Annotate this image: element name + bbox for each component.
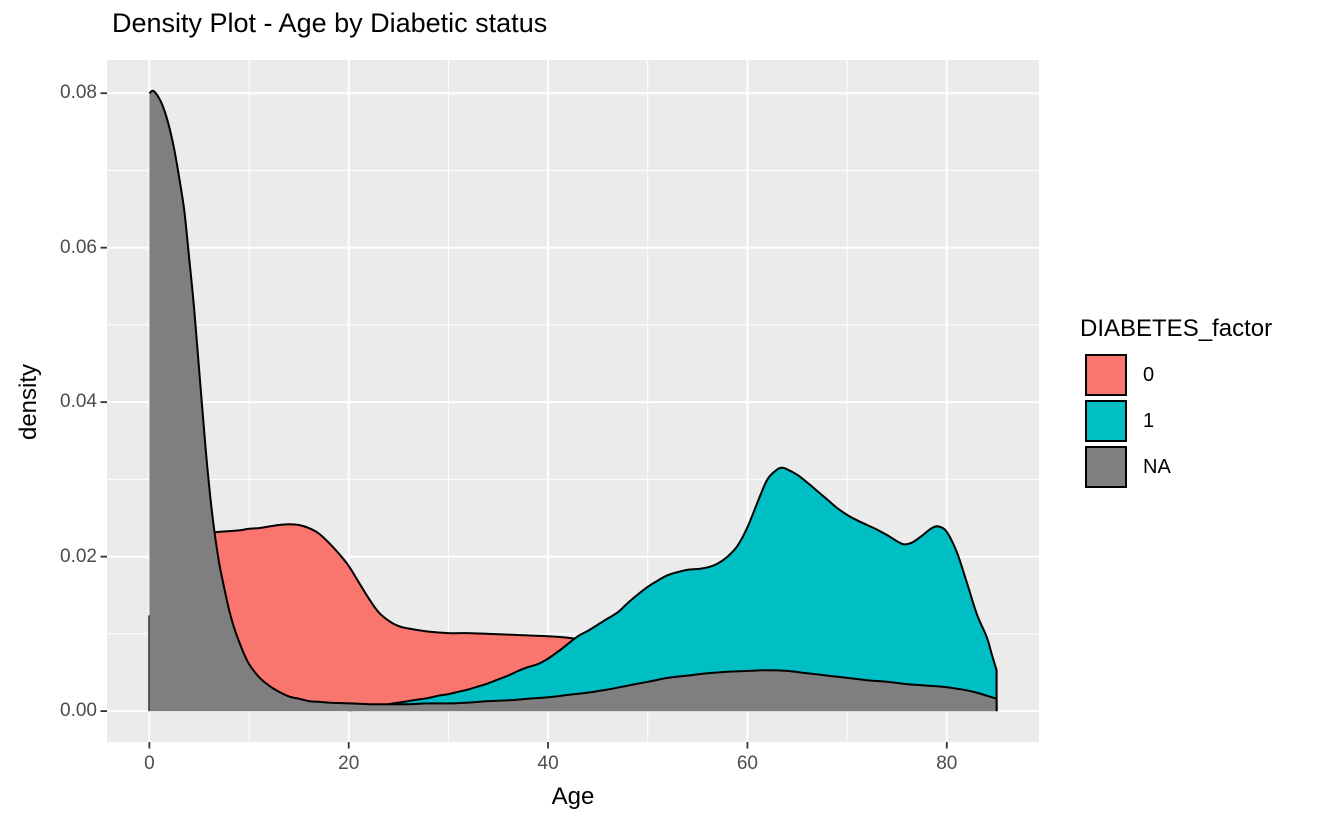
legend: DIABETES_factor 0 1 NA bbox=[1080, 315, 1272, 492]
legend-label-1: 1 bbox=[1143, 410, 1155, 432]
density-area-NA bbox=[149, 90, 997, 712]
density-area-1 bbox=[348, 467, 997, 712]
plot-title: Density Plot - Age by Diabetic status bbox=[112, 8, 548, 38]
y-axis-tick-label: 0.02 bbox=[60, 545, 97, 567]
legend-title: DIABETES_factor bbox=[1080, 315, 1273, 342]
density-outline-NA bbox=[148, 89, 998, 712]
legend-entry: 1 bbox=[1085, 400, 1272, 442]
legend-entry: 0 bbox=[1085, 354, 1272, 396]
x-axis-tick-label: 80 bbox=[936, 753, 958, 774]
legend-label-0: 0 bbox=[1143, 364, 1155, 386]
x-axis-tick-label: 20 bbox=[338, 753, 360, 774]
legend-key-0 bbox=[1085, 354, 1127, 396]
y-axis-tick-label: 0.08 bbox=[60, 82, 97, 104]
y-axis-title: density bbox=[15, 363, 42, 441]
x-axis-title: Age bbox=[551, 783, 595, 810]
x-axis-tick-label: 60 bbox=[736, 753, 758, 774]
density-area-0 bbox=[149, 524, 997, 712]
x-axis-tick-label: 40 bbox=[537, 753, 559, 774]
legend-key-1 bbox=[1085, 400, 1127, 442]
legend-key-na bbox=[1085, 446, 1127, 488]
y-axis-tick-label: 0.00 bbox=[60, 700, 97, 722]
legend-entry: NA bbox=[1085, 446, 1272, 488]
density-outline-1 bbox=[348, 466, 998, 712]
legend-label-na: NA bbox=[1143, 456, 1171, 478]
x-axis-tick-label: 0 bbox=[144, 753, 155, 774]
y-axis-tick-label: 0.04 bbox=[60, 391, 97, 413]
y-axis-tick-label: 0.06 bbox=[60, 236, 97, 258]
